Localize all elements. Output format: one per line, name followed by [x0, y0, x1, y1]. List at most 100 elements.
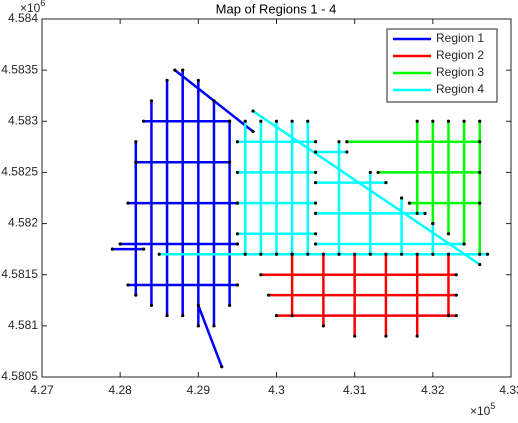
road-node — [423, 211, 427, 215]
road-node — [446, 119, 451, 123]
y-multiplier-base: ×10 — [20, 1, 41, 15]
road-node — [212, 324, 216, 328]
road-node — [306, 119, 310, 123]
road-node — [290, 314, 294, 318]
road-node — [196, 78, 200, 82]
road-node — [454, 314, 458, 318]
road-node — [196, 303, 200, 307]
road-node — [454, 293, 458, 297]
y-tick-label: 4.5825 — [1, 165, 38, 179]
road-node — [235, 140, 240, 144]
road-node — [313, 140, 318, 144]
road-node — [274, 252, 279, 256]
road-node — [306, 252, 310, 256]
road-node — [313, 211, 318, 215]
road-node — [478, 170, 482, 175]
road-node — [384, 181, 388, 185]
legend-label: Region 4 — [436, 82, 484, 96]
road-node — [399, 196, 404, 200]
road-node — [267, 293, 271, 297]
legend-label: Region 2 — [436, 48, 484, 62]
road-node — [345, 150, 349, 154]
x-tick-label: 4.29 — [187, 383, 211, 397]
road-node — [462, 242, 466, 246]
road-node — [235, 232, 240, 236]
road-node — [446, 252, 451, 256]
y-tick-label: 4.5835 — [1, 62, 38, 76]
road-line — [197, 304, 224, 369]
road-node — [149, 303, 154, 307]
road-node — [251, 109, 255, 113]
y-multiplier-power: 6 — [40, 0, 45, 8]
legend-label: Region 3 — [436, 65, 484, 79]
road-line — [251, 109, 481, 266]
road-node — [478, 262, 482, 267]
road-node — [290, 119, 294, 123]
road-node — [446, 232, 451, 236]
x-tick-label: 4.32 — [421, 383, 445, 397]
road-node — [478, 201, 482, 205]
road-node — [337, 140, 341, 144]
legend-label: Region 1 — [436, 31, 484, 45]
y-tick-label: 4.581 — [8, 318, 38, 332]
y-tick-label: 4.5805 — [1, 369, 38, 383]
road-node — [454, 273, 458, 277]
road-node — [259, 273, 263, 277]
road-node — [243, 119, 247, 123]
road-node — [431, 252, 435, 256]
road-node — [368, 252, 372, 256]
road-node — [313, 150, 318, 154]
x-multiplier: ×105 — [470, 401, 495, 418]
road-node — [290, 252, 294, 256]
x-tick-label: 4.3 — [268, 383, 285, 397]
road-node — [353, 252, 357, 256]
road-node — [110, 247, 114, 251]
road-node — [228, 160, 232, 164]
road-node — [431, 221, 435, 226]
road-node — [337, 252, 341, 256]
road-node — [415, 252, 419, 256]
y-multiplier: ×106 — [20, 0, 45, 15]
plot-frame — [41, 18, 512, 378]
road-node — [462, 119, 466, 123]
road-node — [134, 293, 138, 297]
road-node — [126, 283, 130, 287]
road-node — [415, 334, 419, 338]
road-node — [345, 140, 349, 144]
road-node — [313, 201, 318, 205]
road-node — [478, 119, 482, 123]
road-node — [149, 99, 154, 103]
road-node — [181, 68, 185, 72]
road-node — [235, 201, 240, 205]
road-node — [485, 252, 490, 256]
road-node — [313, 242, 318, 246]
road-node — [407, 201, 411, 205]
road-node — [235, 170, 240, 175]
road-node — [165, 314, 169, 318]
road-node — [134, 140, 138, 144]
road-node — [313, 170, 318, 175]
road-node — [118, 242, 122, 246]
x-multiplier-power: 5 — [490, 401, 495, 411]
road-node — [313, 181, 318, 185]
road-node — [220, 365, 224, 369]
road-node — [368, 170, 372, 175]
x-tick-label: 4.31 — [343, 383, 367, 397]
road-node — [259, 252, 263, 256]
x-multiplier-base: ×10 — [470, 404, 491, 418]
road-node — [228, 303, 232, 307]
y-tick-label: 4.5815 — [1, 267, 38, 281]
road-node — [126, 201, 130, 205]
road-node — [181, 314, 185, 318]
road-node — [251, 129, 255, 134]
road-node — [376, 170, 380, 175]
x-tick-label: 4.27 — [30, 383, 54, 397]
road-node — [196, 324, 200, 328]
road-node — [384, 252, 388, 256]
road-node — [478, 140, 482, 144]
road-node — [446, 314, 451, 318]
road-node — [321, 324, 325, 328]
road-node — [173, 68, 177, 72]
x-tick-label: 4.28 — [108, 383, 132, 397]
road-node — [142, 119, 146, 123]
